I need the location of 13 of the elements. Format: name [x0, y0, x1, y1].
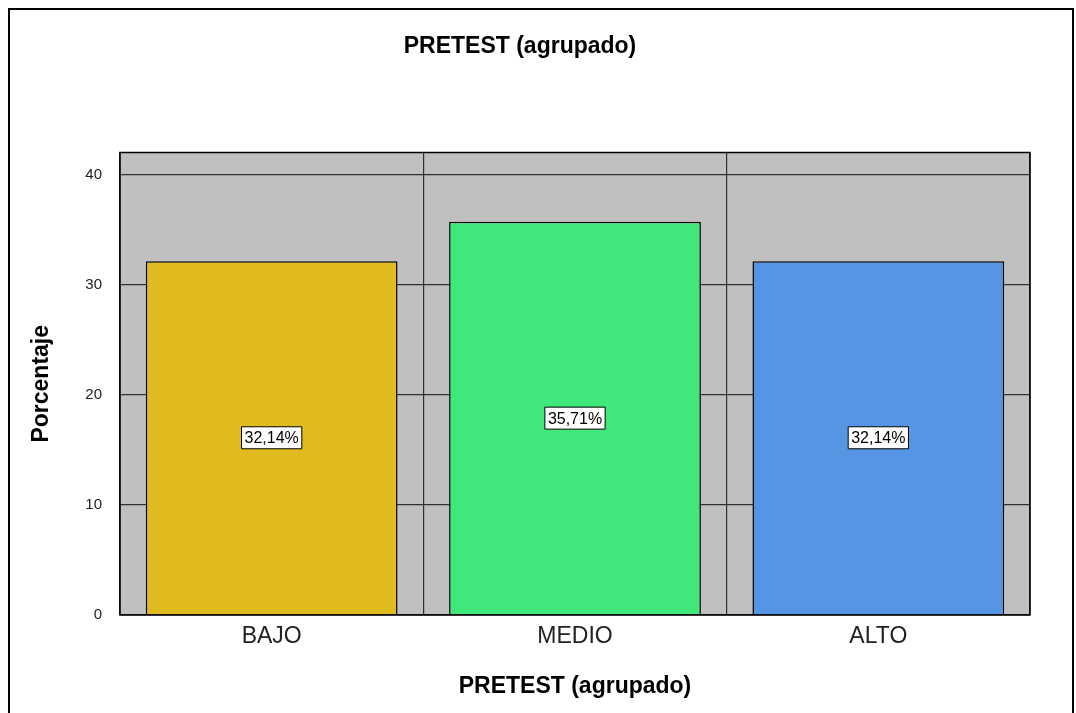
y-tick-label: 0: [93, 605, 102, 623]
y-axis-title: Porcentaje: [27, 325, 54, 443]
x-tick-label: MEDIO: [537, 622, 613, 649]
chart-title: PRETEST (agrupado): [403, 32, 637, 59]
y-tick-label: 30: [85, 274, 102, 292]
data-label: 32,14%: [851, 429, 906, 447]
y-tick-label: 40: [85, 164, 102, 182]
data-label: 32,14%: [244, 429, 299, 447]
x-tick-label: ALTO: [849, 622, 908, 649]
y-tick-label: 20: [85, 384, 102, 402]
x-tick-label: BAJO: [241, 622, 302, 649]
data-label: 35,71%: [547, 409, 603, 427]
y-tick-label: 10: [85, 495, 102, 513]
